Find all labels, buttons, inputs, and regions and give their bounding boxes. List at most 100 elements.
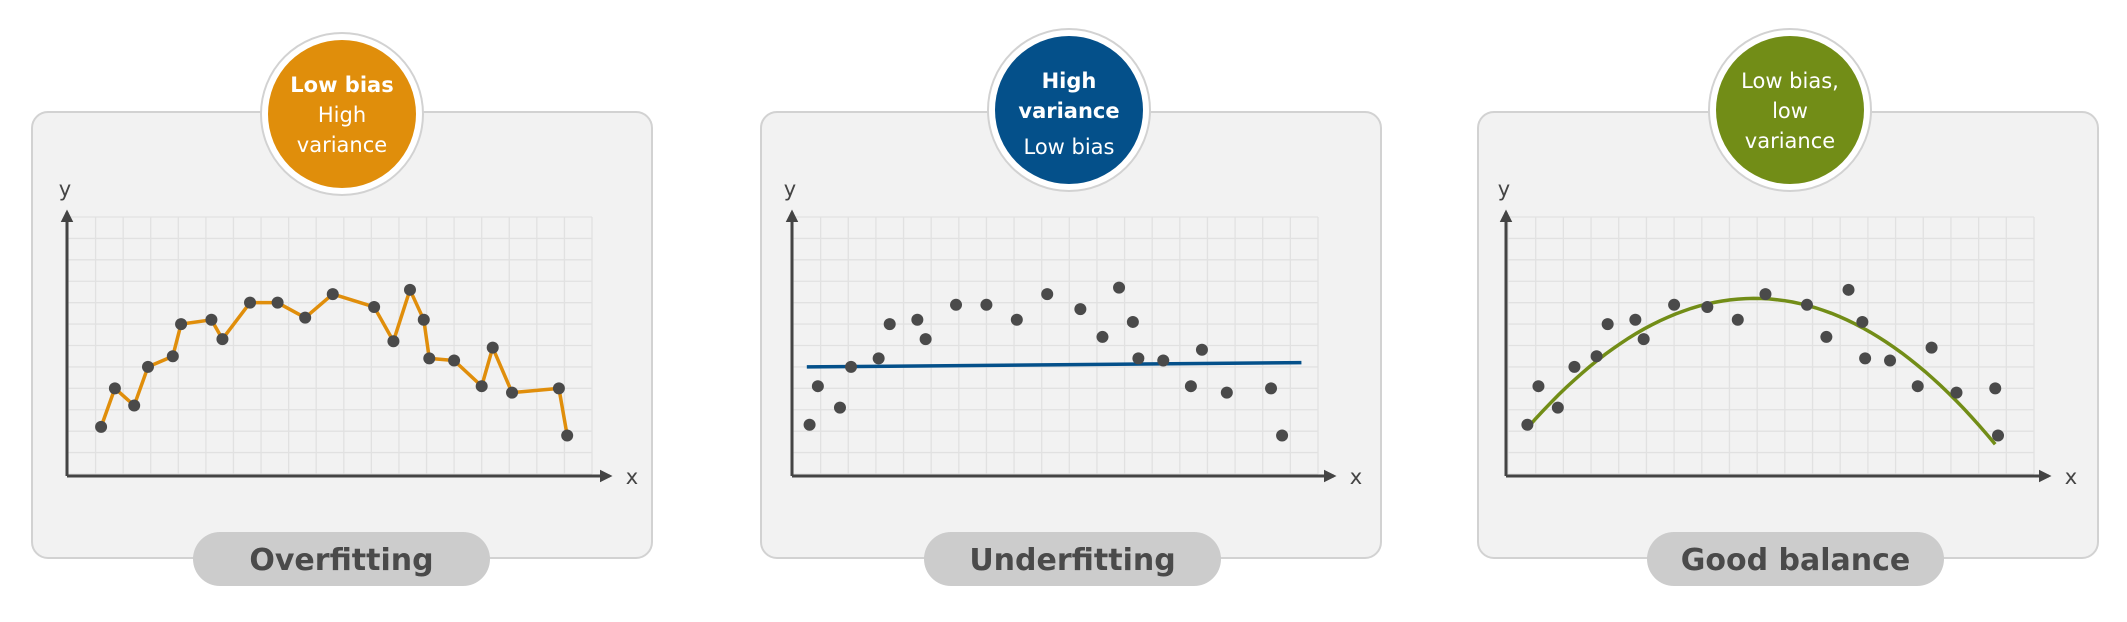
data-point-4 <box>1568 360 1581 373</box>
data-point-4 <box>141 360 154 373</box>
data-point-20 <box>486 341 499 354</box>
data-point-5 <box>1590 350 1603 363</box>
data-point-21 <box>506 386 519 399</box>
data-point-11 <box>1010 313 1023 326</box>
title-pill <box>1647 532 1944 586</box>
data-point-18 <box>448 354 461 367</box>
data-point-1 <box>803 418 816 431</box>
data-point-15 <box>403 283 416 296</box>
data-point-3 <box>128 399 141 412</box>
data-points <box>803 281 1289 442</box>
data-point-7 <box>1629 313 1642 326</box>
data-point-10 <box>980 298 993 311</box>
data-point-11 <box>1731 313 1744 326</box>
data-point-14 <box>1096 330 1109 343</box>
data-point-19 <box>1911 380 1924 393</box>
badge-text-line-2: low <box>1772 99 1808 123</box>
data-point-23 <box>1992 429 2005 442</box>
panel-good-balance: y x Low bias, low variance Good balance <box>1477 28 2099 586</box>
data-point-2 <box>108 382 121 395</box>
y-axis-label: y <box>59 177 71 201</box>
data-points <box>95 283 574 442</box>
data-point-22 <box>552 382 565 395</box>
data-point-12 <box>1041 288 1054 301</box>
fit-curve-quadratic <box>1526 296 1997 446</box>
data-point-21 <box>1950 386 1963 399</box>
data-point-11 <box>299 311 312 324</box>
data-points <box>1521 283 2005 442</box>
badge-text-line-3: variance <box>297 133 387 157</box>
badge-circle <box>1716 36 1864 184</box>
data-point-23 <box>561 429 574 442</box>
data-point-6 <box>883 318 896 331</box>
grid <box>1507 216 2035 475</box>
data-point-4 <box>845 360 858 373</box>
data-point-13 <box>1800 298 1813 311</box>
data-point-9 <box>244 296 257 309</box>
data-point-5 <box>872 352 885 365</box>
data-point-9 <box>950 298 963 311</box>
data-point-2 <box>1532 380 1545 393</box>
y-axis-label: y <box>784 177 796 201</box>
data-point-2 <box>811 380 824 393</box>
data-point-16 <box>417 313 430 326</box>
data-point-21 <box>1220 386 1233 399</box>
data-point-19 <box>1184 380 1197 393</box>
panel-title: Overfitting <box>249 543 433 578</box>
data-point-1 <box>95 420 108 433</box>
badge-text-line-2: High <box>318 103 366 127</box>
badge-circle <box>268 40 416 188</box>
data-point-19 <box>475 380 488 393</box>
badge-text-line-1: High <box>1042 69 1097 93</box>
data-point-6 <box>1601 318 1614 331</box>
data-point-9 <box>1668 298 1681 311</box>
data-point-20 <box>1195 343 1208 356</box>
data-point-8 <box>1637 333 1650 346</box>
badge-text-line-3: variance <box>1745 129 1835 153</box>
panel-underfitting: y x High variance Low bias Underfitting <box>760 28 1382 586</box>
data-point-7 <box>205 313 218 326</box>
data-point-12 <box>326 288 339 301</box>
panel-title: Underfitting <box>969 543 1175 578</box>
data-point-17 <box>1132 352 1145 365</box>
data-point-20 <box>1925 341 1938 354</box>
data-point-10 <box>271 296 284 309</box>
data-point-18 <box>1157 354 1170 367</box>
data-point-14 <box>1820 330 1833 343</box>
data-point-15 <box>1113 281 1126 294</box>
x-axis-label: x <box>2065 465 2077 489</box>
badge-text-line-1: Low bias <box>290 73 393 97</box>
title-pill <box>193 532 490 586</box>
badge-text-line-2: variance <box>1018 99 1119 123</box>
data-point-13 <box>368 300 381 313</box>
data-point-17 <box>423 352 436 365</box>
badge-text-line-1: Low bias, <box>1741 69 1839 93</box>
data-point-1 <box>1521 418 1534 431</box>
data-point-14 <box>387 335 400 348</box>
y-axis-label: y <box>1498 177 1510 201</box>
data-point-22 <box>1265 382 1278 395</box>
data-point-3 <box>1551 401 1564 414</box>
panel-overfitting: y x Low bias High variance Overfitting <box>31 32 653 586</box>
data-point-22 <box>1989 382 2002 395</box>
data-point-12 <box>1759 288 1772 301</box>
data-point-16 <box>1856 315 1869 328</box>
data-point-6 <box>175 318 188 331</box>
data-point-13 <box>1074 303 1087 316</box>
fit-line-linear <box>806 360 1302 369</box>
grid <box>67 216 593 475</box>
data-point-16 <box>1126 315 1139 328</box>
data-point-23 <box>1276 429 1289 442</box>
panel-title: Good balance <box>1681 543 1911 578</box>
data-point-7 <box>911 313 924 326</box>
data-point-10 <box>1701 300 1714 313</box>
data-point-15 <box>1842 283 1855 296</box>
x-axis-label: x <box>1350 465 1362 489</box>
x-axis-label: x <box>626 465 638 489</box>
badge-circle <box>995 36 1143 184</box>
data-point-18 <box>1884 354 1897 367</box>
badge-text-line-3: Low bias <box>1023 135 1114 159</box>
data-point-17 <box>1859 352 1872 365</box>
data-point-5 <box>166 350 179 363</box>
